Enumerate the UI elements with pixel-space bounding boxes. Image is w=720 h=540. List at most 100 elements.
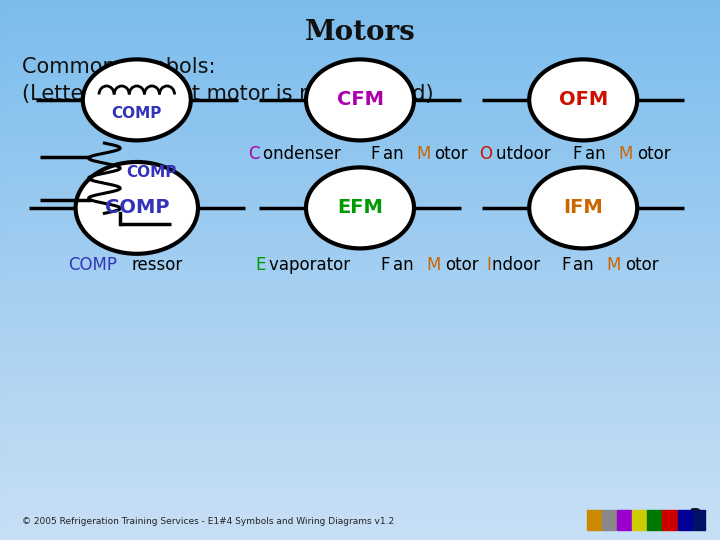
Bar [0,518,720,524]
Bar [0,292,720,297]
Bar [0,135,720,140]
Text: © 2005 Refrigeration Training Services - E1#4 Symbols and Wiring Diagrams v1.2: © 2005 Refrigeration Training Services -… [22,517,394,526]
Bar [0,178,720,184]
Bar [632,510,647,530]
Bar [0,464,720,470]
Bar [0,427,720,432]
Text: otor: otor [445,255,478,274]
Text: utdoor: utdoor [495,145,555,163]
Bar [0,211,720,216]
Bar [587,510,601,530]
Bar [0,421,720,427]
Text: an: an [382,145,408,163]
Bar [0,54,720,59]
Bar [0,5,720,11]
Text: OFM: OFM [559,90,608,110]
Bar [0,400,720,405]
Bar [662,510,677,530]
Bar [0,108,720,113]
Text: CFM: CFM [336,90,384,110]
Bar [0,86,720,92]
Bar [0,286,720,292]
Bar [0,81,720,86]
Bar [0,70,720,76]
Text: COMP: COMP [112,106,162,121]
Bar [0,324,720,329]
Bar [0,216,720,221]
Bar [0,459,720,464]
Bar [0,335,720,340]
Bar [0,140,720,146]
Bar [0,184,720,189]
Bar [0,389,720,394]
Bar [0,297,720,302]
Bar [0,308,720,313]
Text: F: F [380,255,390,274]
Bar [0,394,720,400]
Bar [0,275,720,281]
Bar [0,405,720,410]
Bar [0,221,720,227]
Ellipse shape [83,59,191,140]
Bar [0,351,720,356]
Bar [0,189,720,194]
Bar [0,362,720,367]
Bar [602,510,616,530]
Bar [0,443,720,448]
Bar [0,130,720,135]
Bar [617,510,631,530]
Bar [0,238,720,243]
Bar [0,97,720,103]
Bar [0,481,720,486]
Bar [647,510,662,530]
Bar [0,32,720,38]
Bar [0,27,720,32]
Bar [0,248,720,254]
Bar [0,313,720,319]
Text: (Letters tell what motor is represented): (Letters tell what motor is represented) [22,84,433,104]
Bar [0,76,720,81]
Bar [0,529,720,535]
Bar [0,173,720,178]
Bar [0,200,720,205]
Bar [0,254,720,259]
Bar [0,340,720,346]
Bar [0,454,720,459]
Bar [0,259,720,265]
Bar [0,16,720,22]
Text: an: an [573,255,599,274]
Ellipse shape [529,167,637,248]
Bar [0,486,720,491]
Text: COMP: COMP [126,165,176,180]
Bar [0,124,720,130]
Bar [0,49,720,54]
Text: otor: otor [435,145,468,163]
Bar [0,356,720,362]
Bar [693,510,705,530]
Bar [0,151,720,157]
Bar [0,243,720,248]
Bar [0,167,720,173]
Bar [0,22,720,27]
Text: M: M [426,255,441,274]
Text: ndoor: ndoor [492,255,546,274]
Bar [0,502,720,508]
Bar [0,43,720,49]
Text: otor: otor [637,145,670,163]
Bar [0,410,720,416]
Ellipse shape [76,162,198,254]
Bar [0,416,720,421]
Bar [0,491,720,497]
Bar [0,508,720,513]
Bar [0,302,720,308]
Text: O: O [479,145,492,163]
Text: C: C [248,145,260,163]
Bar [0,497,720,502]
Text: vaporator: vaporator [269,255,356,274]
Bar [0,281,720,286]
Ellipse shape [306,167,414,248]
Bar [0,11,720,16]
Bar [0,119,720,124]
Bar [0,437,720,443]
Text: an: an [585,145,611,163]
